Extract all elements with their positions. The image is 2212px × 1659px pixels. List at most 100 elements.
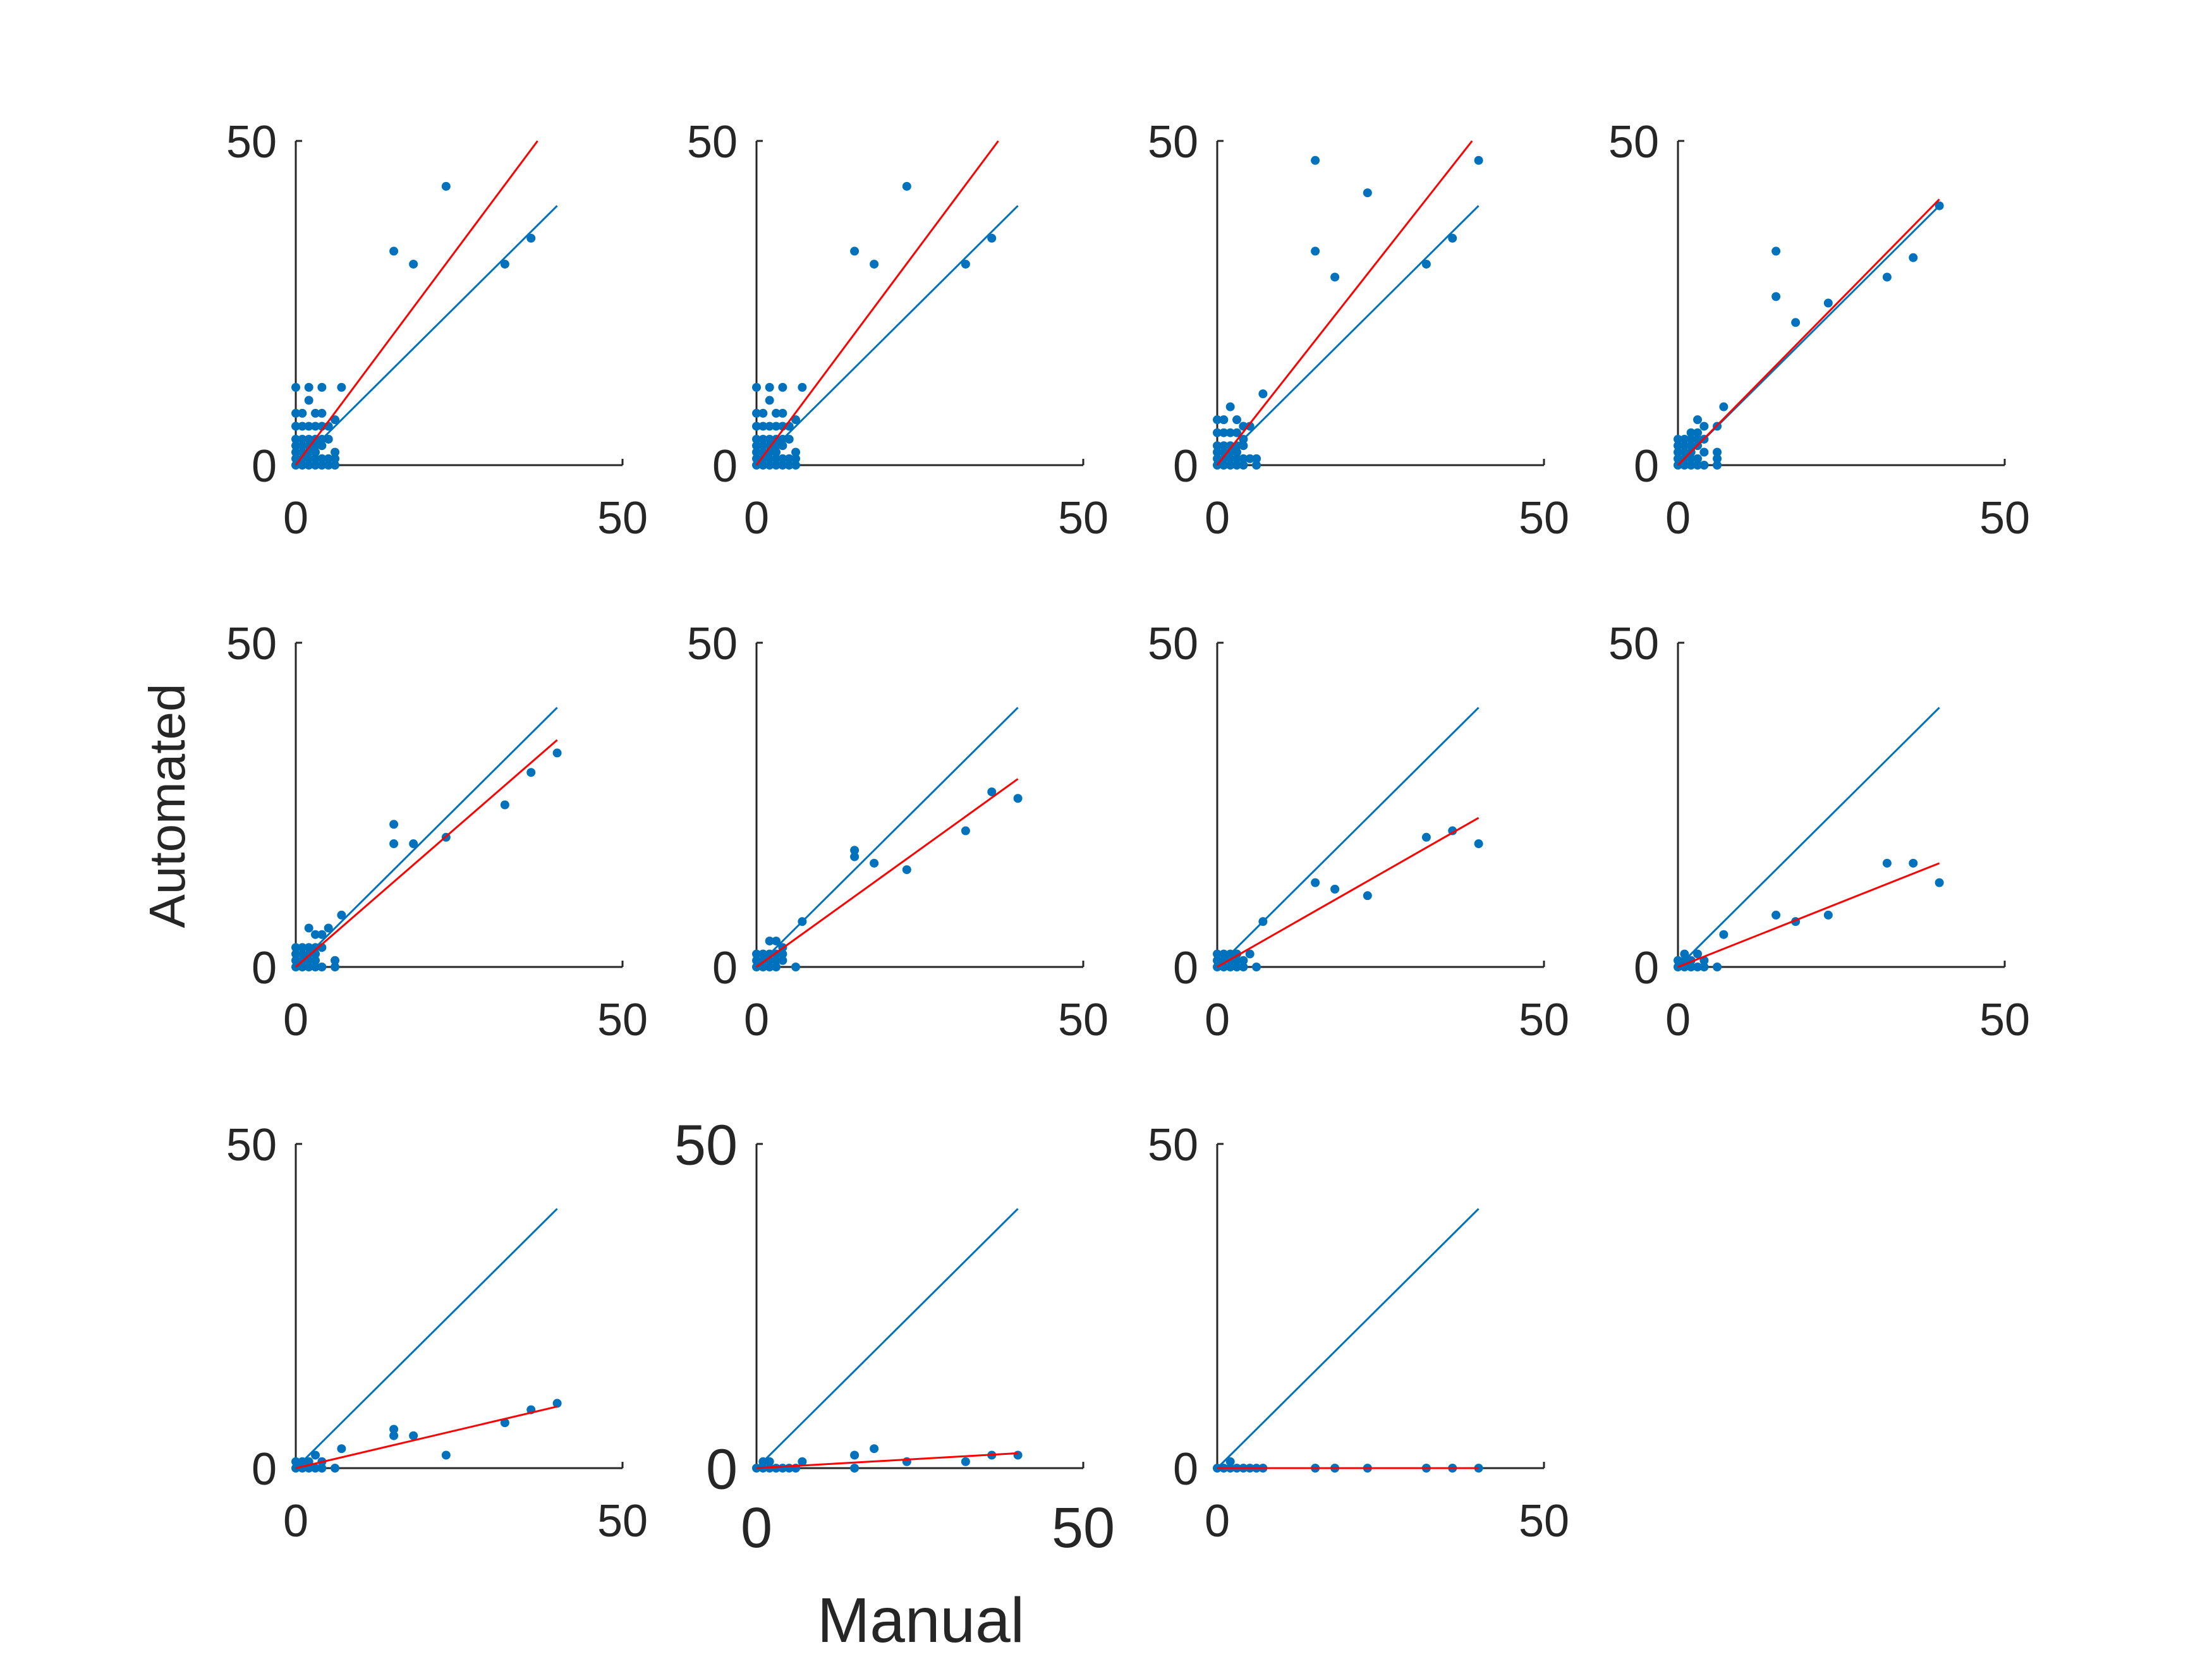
identity-line xyxy=(1677,707,1940,968)
data-point xyxy=(1225,949,1235,959)
data-point xyxy=(311,441,320,451)
data-point xyxy=(1693,434,1703,444)
data-point xyxy=(304,382,313,392)
data-point xyxy=(291,441,300,451)
data-point xyxy=(752,382,761,392)
data-point xyxy=(311,422,320,431)
y-tick-label: 50 xyxy=(687,619,738,669)
data-point xyxy=(311,956,320,965)
x-tick-label: 0 xyxy=(1205,493,1230,544)
data-point xyxy=(298,1457,307,1466)
data-point xyxy=(311,930,320,939)
data-point xyxy=(1252,454,1261,463)
data-point xyxy=(850,846,860,855)
data-point xyxy=(1823,298,1833,308)
data-point xyxy=(1213,447,1222,457)
data-point xyxy=(850,852,860,861)
data-point xyxy=(778,441,787,451)
data-point xyxy=(1791,318,1801,327)
data-point xyxy=(1330,272,1340,282)
scatter-panel-10: 0 50 0 50 xyxy=(674,1114,1115,1560)
data-point xyxy=(772,454,781,463)
data-point xyxy=(1719,930,1729,939)
data-point xyxy=(1232,428,1242,437)
data-point xyxy=(1245,422,1255,431)
data-point xyxy=(1686,461,1696,470)
data-point xyxy=(317,408,327,418)
data-point xyxy=(304,923,313,933)
x-tick-label: 0 xyxy=(1205,1496,1230,1547)
data-point xyxy=(1239,461,1248,470)
identity-line xyxy=(295,205,558,466)
data-point xyxy=(389,246,399,256)
data-point xyxy=(1713,461,1722,470)
x-tick-label: 50 xyxy=(597,493,648,544)
data-point xyxy=(1674,434,1682,444)
data-point xyxy=(1719,402,1729,411)
data-point xyxy=(441,1450,451,1460)
data-point xyxy=(772,422,781,431)
data-point xyxy=(1232,447,1242,457)
data-point xyxy=(311,461,320,470)
data-point xyxy=(298,461,307,470)
data-point xyxy=(1232,963,1242,971)
data-point xyxy=(337,910,346,920)
scatter-panel-1: 0 50 0 50 xyxy=(226,117,648,544)
data-point xyxy=(1674,956,1682,965)
data-point xyxy=(1013,794,1023,803)
data-point xyxy=(772,963,781,971)
data-point xyxy=(291,943,300,952)
data-point xyxy=(298,949,307,959)
data-point xyxy=(1713,447,1722,457)
data-point xyxy=(1219,415,1229,425)
y-tick-label: 0 xyxy=(706,1438,738,1501)
identity-line xyxy=(1216,1208,1480,1469)
data-point xyxy=(1239,454,1248,463)
data-point xyxy=(1232,956,1242,965)
data-point xyxy=(1771,292,1781,301)
data-point xyxy=(791,963,801,971)
identity-line xyxy=(755,1208,1019,1469)
data-point xyxy=(1363,188,1372,198)
data-point xyxy=(961,259,970,269)
data-point xyxy=(331,1464,340,1473)
data-point xyxy=(772,441,781,451)
y-tick-label: 50 xyxy=(674,1114,738,1177)
data-point xyxy=(1213,428,1222,437)
data-point xyxy=(304,949,313,959)
y-tick-label: 0 xyxy=(252,1444,277,1495)
x-tick-label: 50 xyxy=(1519,1496,1569,1547)
y-tick-label: 0 xyxy=(712,441,738,492)
data-point xyxy=(304,454,313,463)
y-tick-label: 50 xyxy=(1148,1120,1198,1170)
data-point xyxy=(298,963,307,971)
data-point xyxy=(337,382,346,392)
data-point xyxy=(1686,963,1696,971)
data-point xyxy=(784,454,794,463)
data-point xyxy=(1258,389,1268,399)
data-point xyxy=(1239,956,1248,965)
data-point xyxy=(298,943,307,952)
data-point xyxy=(389,820,399,829)
data-point xyxy=(798,1457,807,1466)
data-point xyxy=(389,1431,399,1440)
data-point xyxy=(765,434,774,444)
data-point xyxy=(758,422,768,431)
y-tick-label: 50 xyxy=(226,117,277,167)
data-point xyxy=(304,943,313,952)
data-point xyxy=(850,1450,860,1460)
data-point xyxy=(1713,963,1722,971)
data-point xyxy=(1225,428,1235,437)
data-point xyxy=(778,956,787,965)
data-point xyxy=(317,461,327,470)
data-point xyxy=(526,768,536,777)
data-point xyxy=(1882,272,1892,282)
data-point xyxy=(1239,963,1248,971)
data-point xyxy=(331,454,340,463)
data-point xyxy=(1693,949,1703,959)
x-tick-label: 0 xyxy=(744,995,769,1045)
identity-line xyxy=(1216,205,1480,466)
data-point xyxy=(1219,461,1229,470)
data-point xyxy=(331,461,340,470)
